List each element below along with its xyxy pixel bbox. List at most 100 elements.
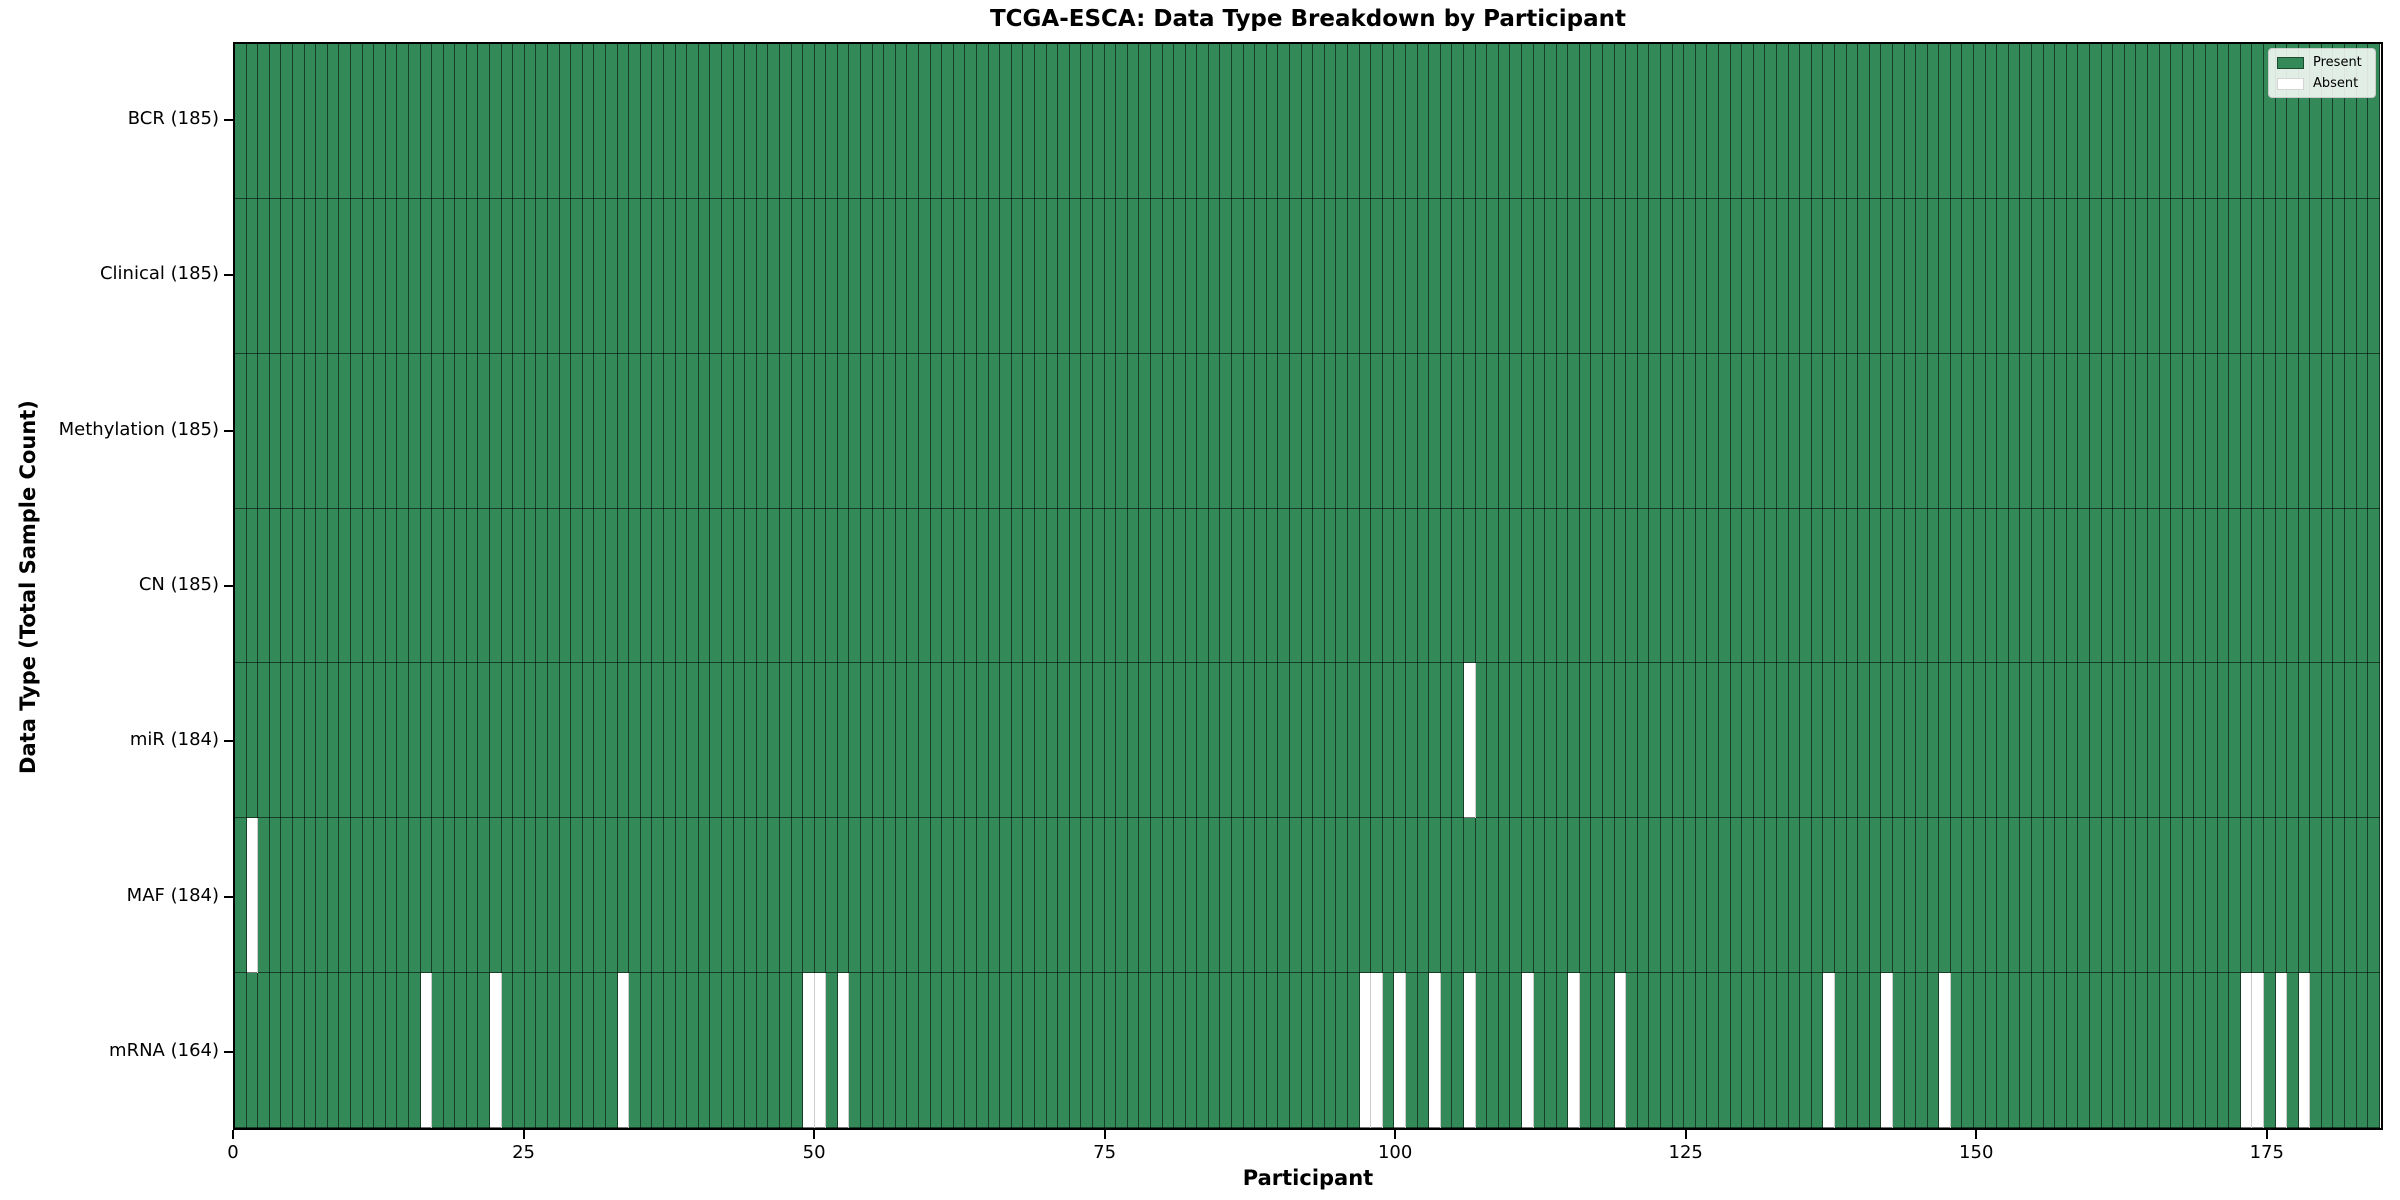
- matrix-cell: [1637, 973, 1650, 1129]
- matrix-cell: [826, 818, 838, 974]
- matrix-cell: [1417, 198, 1430, 354]
- matrix-cell: [721, 508, 734, 664]
- matrix-cell: [2252, 508, 2264, 664]
- matrix-cell: [327, 663, 340, 819]
- matrix-cell: [1348, 973, 1360, 1129]
- matrix-cell: [1869, 198, 1882, 354]
- matrix-cell: [269, 973, 282, 1129]
- matrix-cell: [385, 973, 398, 1129]
- matrix-cell: [2217, 198, 2230, 354]
- matrix-cell: [1869, 44, 1882, 199]
- matrix-cell: [1058, 663, 1070, 819]
- y-tick-label-mir: miR (184): [129, 729, 219, 751]
- matrix-cell: [594, 663, 606, 819]
- matrix-cell: [2333, 198, 2346, 354]
- matrix-cell: [1023, 663, 1035, 819]
- matrix-cell: [362, 973, 375, 1129]
- matrix-cell: [1614, 818, 1627, 974]
- matrix-cell: [1058, 973, 1070, 1129]
- matrix-cell: [1336, 973, 1348, 1129]
- matrix-cell: [652, 663, 664, 819]
- matrix-cell: [2020, 973, 2033, 1129]
- matrix-cell: [2182, 663, 2195, 819]
- matrix-cell: [2055, 663, 2067, 819]
- matrix-cell: [2194, 508, 2206, 664]
- matrix-cell: [1672, 508, 1685, 664]
- matrix-cell: [1162, 198, 1175, 354]
- matrix-cell: [478, 973, 491, 1129]
- matrix-cell: [1359, 198, 1372, 354]
- matrix-cell: [1985, 198, 1998, 354]
- matrix-cell: [1081, 663, 1093, 819]
- matrix-cell: [1000, 198, 1012, 354]
- matrix-cell: [2321, 973, 2334, 1129]
- matrix-cell: [884, 818, 896, 974]
- matrix-cell: [814, 353, 827, 509]
- matrix-cell: [1788, 818, 1801, 974]
- matrix-cell: [733, 44, 746, 199]
- matrix-cell: [1371, 44, 1383, 199]
- matrix-cell: [1649, 663, 1662, 819]
- matrix-cell: [1521, 353, 1534, 509]
- matrix-cell: [2008, 973, 2021, 1129]
- matrix-cell: [235, 44, 247, 199]
- matrix-cell: [930, 818, 943, 974]
- matrix-cell: [1974, 44, 1986, 199]
- matrix-cell: [1034, 508, 1047, 664]
- matrix-cell: [2356, 198, 2369, 354]
- matrix-cell: [2217, 818, 2230, 974]
- matrix-cell: [246, 44, 259, 199]
- matrix-cell: [2345, 508, 2357, 664]
- matrix-cell: [1232, 198, 1244, 354]
- matrix-cell: [1719, 44, 1731, 199]
- matrix-cell: [2240, 818, 2253, 974]
- matrix-cell: [2113, 353, 2125, 509]
- matrix-cell: [1730, 44, 1743, 199]
- matrix-cell: [1719, 198, 1731, 354]
- matrix-cell: [246, 663, 259, 819]
- matrix-cell: [1742, 818, 1754, 974]
- matrix-cell: [1521, 973, 1534, 1129]
- matrix-cell: [1846, 198, 1859, 354]
- matrix-cell: [1475, 508, 1488, 664]
- matrix-cell: [1661, 508, 1673, 664]
- matrix-cell: [1498, 198, 1511, 354]
- matrix-cell: [408, 508, 421, 664]
- matrix-cell: [779, 353, 792, 509]
- matrix-cell: [1220, 508, 1233, 664]
- matrix-cell: [2287, 353, 2299, 509]
- matrix-cell: [1255, 663, 1267, 819]
- matrix-cell: [606, 663, 618, 819]
- matrix-cell: [2090, 818, 2102, 974]
- matrix-cell: [1382, 198, 1395, 354]
- matrix-cell: [965, 508, 977, 664]
- matrix-cell: [1742, 973, 1754, 1129]
- matrix-cell: [849, 44, 862, 199]
- matrix-cell: [1591, 818, 1604, 974]
- matrix-cell: [350, 508, 363, 664]
- matrix-cell: [1429, 973, 1441, 1129]
- matrix-cell: [1417, 508, 1430, 664]
- matrix-cell: [710, 508, 722, 664]
- matrix-cell: [710, 663, 722, 819]
- matrix-cell: [698, 663, 711, 819]
- matrix-cell: [1603, 44, 1615, 199]
- x-tick-label: 150: [1959, 1142, 1994, 1163]
- x-tick-mark: [1103, 1130, 1106, 1139]
- matrix-cell: [513, 973, 525, 1129]
- matrix-cell: [2368, 198, 2380, 354]
- matrix-cell: [1092, 353, 1105, 509]
- matrix-cell: [2101, 353, 2114, 509]
- matrix-cell: [269, 44, 282, 199]
- matrix-cell: [1892, 353, 1905, 509]
- matrix-cell: [1092, 508, 1105, 664]
- matrix-cell: [849, 663, 862, 819]
- matrix-cell: [1661, 353, 1673, 509]
- matrix-cell: [2333, 973, 2346, 1129]
- matrix-cell: [281, 973, 293, 1129]
- matrix-cell: [2159, 663, 2172, 819]
- matrix-cell: [1950, 818, 1963, 974]
- matrix-cell: [235, 353, 247, 509]
- matrix-cell: [2263, 508, 2276, 664]
- matrix-cell: [1208, 663, 1221, 819]
